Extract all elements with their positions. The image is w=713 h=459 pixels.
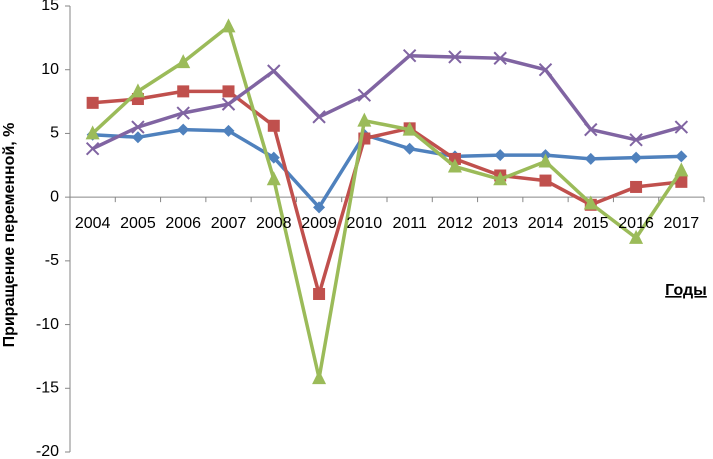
data-point (131, 131, 144, 144)
series-4 (85, 48, 689, 156)
y-tick-label: 10 (41, 61, 59, 78)
data-point (674, 120, 689, 134)
x-tick-label: 2006 (165, 215, 201, 232)
data-point (675, 175, 688, 188)
data-point (85, 142, 100, 156)
data-point (629, 133, 643, 147)
series-line (92, 89, 682, 296)
x-axis-title: Годы (665, 282, 707, 299)
y-axis-title-group: Приращение переменной, % (1, 123, 18, 348)
data-point (176, 54, 191, 69)
data-point (177, 123, 190, 136)
data-point (312, 110, 326, 124)
series-line (92, 127, 682, 210)
data-point (176, 106, 190, 120)
data-point (629, 229, 644, 244)
data-point (402, 121, 417, 136)
data-point (85, 125, 100, 140)
y-tick-label: -10 (36, 316, 59, 333)
x-tick-label: 2012 (437, 215, 473, 232)
y-tick-label: -15 (36, 380, 59, 397)
x-tick-label: 2009 (301, 215, 337, 232)
data-point (267, 119, 280, 132)
data-point (267, 64, 281, 78)
series-line (91, 24, 683, 380)
data-point (448, 50, 462, 64)
series-2 (86, 85, 688, 300)
data-point (584, 152, 597, 165)
data-point (131, 120, 145, 134)
data-point (312, 370, 327, 385)
y-tick-label: 15 (41, 0, 59, 14)
data-point (539, 174, 552, 187)
x-tick-label: 2005 (120, 215, 156, 232)
data-point (357, 88, 372, 102)
series-line (91, 53, 682, 151)
y-tick-label: -20 (36, 443, 59, 459)
data-point (266, 171, 281, 186)
data-point (221, 18, 236, 33)
data-point (221, 97, 236, 111)
data-point (86, 96, 99, 109)
x-axis (69, 196, 705, 203)
x-tick-label: 2007 (211, 215, 247, 232)
series-layer (85, 18, 689, 385)
y-tick-label: -5 (45, 252, 59, 269)
data-point (357, 112, 372, 127)
x-tick-label: 2010 (347, 215, 383, 232)
x-tick-label: 2015 (573, 215, 609, 232)
data-point (177, 85, 190, 98)
data-point (447, 158, 462, 173)
series-3 (85, 18, 689, 385)
data-point (630, 151, 643, 164)
y-tick-label: 0 (50, 188, 59, 205)
y-axis-title: Приращение переменной, % (1, 123, 18, 348)
data-point (403, 142, 416, 155)
data-point (130, 83, 145, 98)
data-point (538, 153, 553, 168)
data-point (583, 195, 598, 210)
data-point (494, 149, 507, 162)
data-point (222, 85, 235, 98)
data-point (493, 51, 507, 65)
x-tick-label: 2014 (528, 215, 564, 232)
data-point (267, 151, 280, 164)
data-point (674, 162, 689, 177)
x-tick-label: 2016 (618, 215, 654, 232)
data-point (313, 287, 326, 300)
data-point (630, 180, 643, 193)
data-point (313, 201, 326, 214)
x-tick-label: 2008 (256, 215, 292, 232)
y-axis: 15 10 5 0 -5 -10 -15 -20 (36, 0, 71, 459)
x-tick-label: 2011 (392, 215, 427, 232)
data-point (402, 48, 417, 63)
data-point (538, 63, 553, 77)
x-tick-label: 2013 (482, 215, 518, 232)
y-tick-label: 5 (50, 125, 59, 142)
data-point (493, 171, 508, 186)
data-point (675, 150, 688, 163)
x-tick-labels: 2004 2005 2006 2007 2008 2009 2010 2011 2012 2013… (75, 215, 699, 232)
x-tick-label: 2004 (75, 215, 111, 232)
x-tick-label: 2017 (664, 215, 700, 232)
data-point (584, 122, 598, 137)
data-point (222, 124, 235, 137)
